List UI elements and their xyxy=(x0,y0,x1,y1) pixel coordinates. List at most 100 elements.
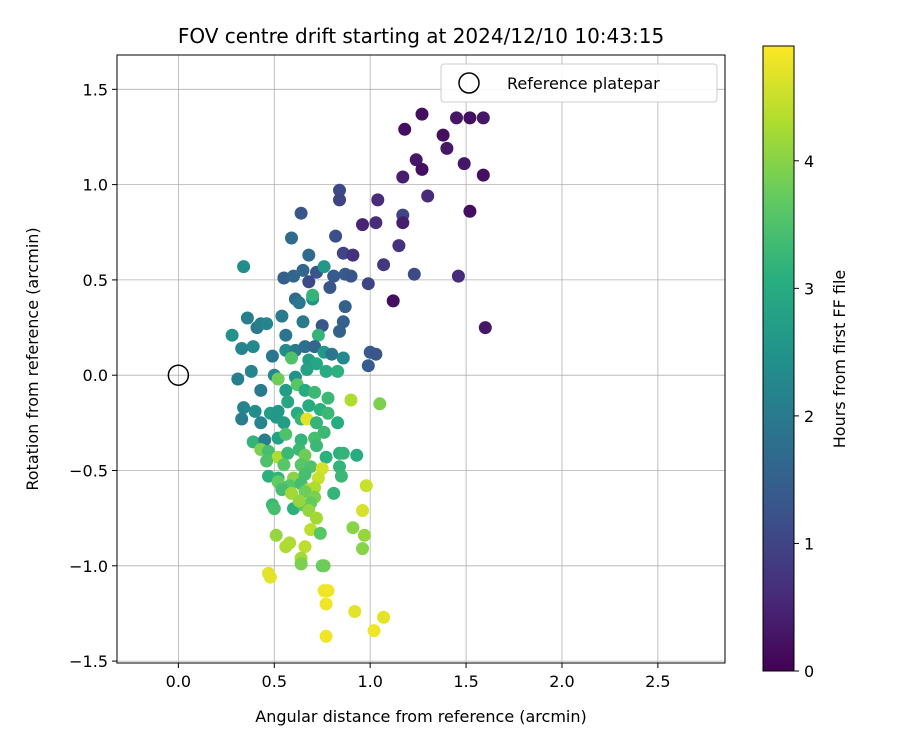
data-point xyxy=(298,540,312,554)
data-point xyxy=(344,269,358,283)
data-point xyxy=(329,229,343,243)
data-point xyxy=(336,446,350,460)
data-point xyxy=(254,416,268,430)
x-tick-label: 1.5 xyxy=(453,672,478,691)
data-point xyxy=(321,584,335,598)
data-point xyxy=(396,170,410,184)
data-point xyxy=(248,404,262,418)
data-point xyxy=(319,629,333,643)
data-point xyxy=(356,504,369,517)
x-tick-label: 0.5 xyxy=(262,672,287,691)
colorbar-tick-label: 4 xyxy=(804,152,814,171)
data-point xyxy=(263,570,277,584)
data-point xyxy=(333,324,346,338)
data-point xyxy=(317,559,331,573)
data-point xyxy=(296,263,310,277)
data-point xyxy=(359,479,373,493)
data-point xyxy=(306,288,320,302)
data-point xyxy=(244,364,258,378)
data-point xyxy=(369,347,383,361)
data-point xyxy=(302,248,316,262)
legend: Reference platepar xyxy=(440,63,718,103)
data-point xyxy=(327,269,341,283)
scatter-points xyxy=(225,107,492,643)
data-point xyxy=(348,605,362,618)
data-point xyxy=(377,258,391,272)
legend-entry-reference: Reference platepar xyxy=(507,74,660,93)
data-point xyxy=(298,340,312,354)
colorbar-ticks: 0 1 2 3 4 xyxy=(794,152,814,681)
colorbar-tick-label: 2 xyxy=(804,407,814,426)
data-point xyxy=(302,275,316,289)
data-point xyxy=(311,328,325,342)
legend-box xyxy=(440,63,718,103)
data-point xyxy=(279,328,293,342)
legend-marker-reference xyxy=(458,72,480,94)
data-point xyxy=(327,486,341,500)
data-point xyxy=(275,309,289,323)
data-point xyxy=(260,317,274,331)
data-point xyxy=(292,494,306,508)
reference-platepar-marker xyxy=(167,364,190,386)
data-point xyxy=(415,162,429,176)
y-axis-ticks: −1.5 −1.0 −0.5 0.0 0.5 1.0 1.5 xyxy=(69,80,117,671)
data-point xyxy=(361,277,375,291)
data-point xyxy=(377,610,391,624)
data-point xyxy=(463,204,477,218)
data-point xyxy=(386,294,400,308)
data-point xyxy=(277,416,291,430)
data-point xyxy=(231,372,245,386)
data-point xyxy=(356,542,369,556)
data-point xyxy=(317,260,331,274)
data-point xyxy=(225,328,239,342)
data-point xyxy=(357,528,371,542)
colorbar-tick-label: 3 xyxy=(804,279,814,298)
data-point xyxy=(310,439,323,453)
data-point xyxy=(333,193,346,207)
x-axis-label: Angular distance from reference (arcmin) xyxy=(255,707,586,726)
data-point xyxy=(237,401,251,415)
data-point xyxy=(371,193,385,207)
y-tick-label: 0.0 xyxy=(83,366,108,385)
data-point xyxy=(323,281,337,294)
x-tick-label: 1.0 xyxy=(357,672,382,691)
y-axis-label: Rotation from reference (arcmin) xyxy=(23,227,42,490)
grid xyxy=(117,55,725,663)
data-point xyxy=(235,342,249,355)
data-point xyxy=(478,321,492,335)
y-tick-label: 0.5 xyxy=(83,271,108,290)
data-point xyxy=(277,458,291,472)
data-point xyxy=(436,128,450,142)
y-tick-label: 1.5 xyxy=(83,80,108,99)
data-point xyxy=(321,391,335,405)
data-point xyxy=(267,502,281,516)
data-point xyxy=(294,557,308,571)
data-point xyxy=(398,122,412,136)
y-tick-label: −1.5 xyxy=(69,652,108,671)
data-point xyxy=(361,359,375,373)
data-point xyxy=(296,315,310,329)
data-point xyxy=(369,216,383,230)
data-point xyxy=(265,349,279,363)
data-point xyxy=(373,397,387,411)
data-point xyxy=(476,111,490,125)
data-point xyxy=(356,218,369,232)
x-tick-label: 2.0 xyxy=(549,672,574,691)
data-point xyxy=(457,157,471,171)
y-tick-label: 1.0 xyxy=(83,176,108,195)
x-tick-label: 2.5 xyxy=(645,672,670,691)
x-axis-ticks: 0.0 0.5 1.0 1.5 2.0 2.5 xyxy=(166,663,671,691)
data-point xyxy=(285,231,298,245)
data-point xyxy=(415,107,429,121)
data-point xyxy=(334,469,348,483)
data-point xyxy=(310,416,323,430)
data-point xyxy=(463,111,477,125)
data-point xyxy=(283,536,297,550)
data-point xyxy=(294,206,308,220)
data-point xyxy=(344,393,358,407)
data-point xyxy=(298,485,312,498)
data-point xyxy=(367,624,381,638)
data-point xyxy=(254,383,268,397)
data-point xyxy=(451,269,465,283)
